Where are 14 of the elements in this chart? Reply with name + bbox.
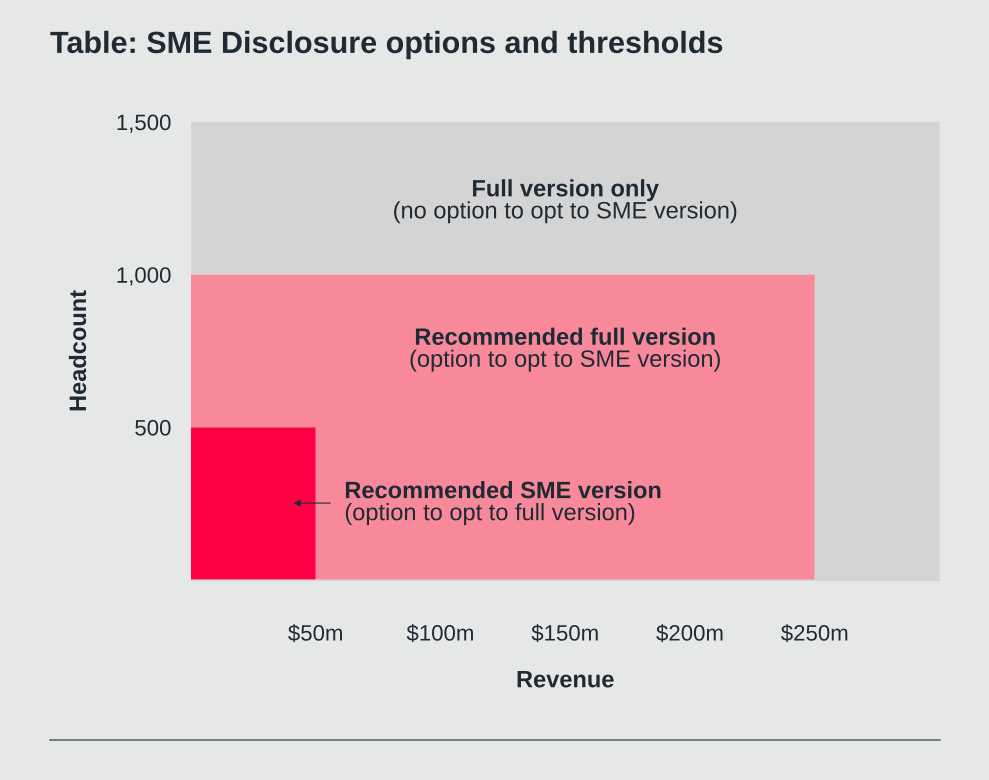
x-tick-label: $150m (531, 624, 598, 642)
y-tick-label: 1,500 (118, 114, 171, 133)
y-axis-title: Headcount (68, 290, 86, 410)
x-tick-label: $200m (656, 624, 723, 642)
annotation: Full version only (no option to opt to SME version) (394, 179, 736, 224)
x-tick-label: $50m (288, 624, 342, 642)
annotation: Recommended full version (option to opt to SME version) (410, 328, 720, 372)
chart-title: Table: SME Disclosure options and thresholds (50, 30, 722, 60)
annotation: Recommended SME version (option to opt to full version) (346, 481, 660, 526)
x-tick-label: $250m (781, 624, 848, 642)
y-tick-label: 500 (135, 420, 171, 436)
y-tick-label: 1,000 (118, 267, 171, 286)
x-tick-label: $100m (406, 624, 473, 642)
x-axis-title: Revenue (518, 671, 614, 688)
